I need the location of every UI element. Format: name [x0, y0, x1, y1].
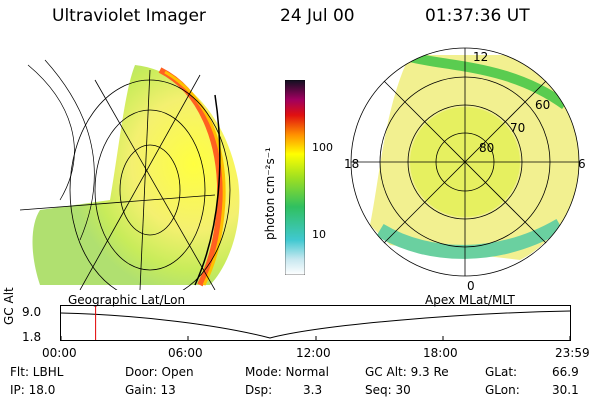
timeline-frame	[60, 305, 571, 341]
glon-value: 30.1	[552, 383, 579, 397]
x-tick-2359: 23:59	[555, 346, 590, 360]
glat-value: 66.9	[552, 365, 579, 379]
mode-info: Mode: Normal	[245, 365, 329, 379]
altitude-curve	[60, 310, 571, 339]
polar-plot: 12 18 6 0 60 70 80	[344, 47, 586, 290]
ip-info: IP: 18.0	[10, 383, 56, 397]
x-tick-1200: 12:00	[296, 346, 331, 360]
mlt-label-6: 6	[578, 157, 586, 171]
geographic-caption: Geographic Lat/Lon	[68, 293, 186, 307]
glon-info: GLon:	[485, 383, 520, 397]
dsp-info: Dsp:	[245, 383, 273, 397]
mlt-label-0: 0	[467, 279, 475, 290]
geographic-image	[19, 59, 240, 290]
timeline-ticks	[60, 336, 571, 340]
dayglow-limb	[158, 67, 224, 287]
alt-y-top: 9.0	[22, 305, 42, 319]
x-tick-1800: 18:00	[423, 346, 458, 360]
mlat-label-80: 80	[479, 141, 494, 155]
seq-info: Seq: 30	[365, 383, 411, 397]
door-info: Door: Open	[125, 365, 194, 379]
polar-grid	[350, 47, 580, 277]
colorbar-label: photon cm⁻²s⁻¹	[263, 147, 277, 240]
x-tick-0000: 00:00	[42, 346, 77, 360]
date-label: 24 Jul 00	[280, 6, 355, 26]
colorbar-tick-10: 10	[312, 228, 326, 241]
filter-info: Flt: LBHL	[10, 365, 64, 379]
gain-info: Gain: 13	[125, 383, 176, 397]
colorbar	[285, 80, 305, 275]
altitude-timeline	[60, 305, 571, 341]
dsp-value: 3.3	[303, 383, 323, 397]
time-label: 01:37:36 UT	[425, 6, 530, 26]
x-tick-0600: 06:00	[168, 346, 203, 360]
mlat-label-70: 70	[510, 121, 525, 135]
oval-edge-bottom	[376, 218, 564, 259]
colorbar-tick-100: 100	[312, 141, 333, 154]
gc-alt-info: GC Alt: 9.3 Re	[365, 365, 449, 379]
mlt-label-18: 18	[344, 157, 359, 171]
aurora-disk	[32, 65, 240, 285]
glat-info: GLat:	[485, 365, 518, 379]
alt-y-label: GC Alt	[2, 287, 16, 325]
lat-lon-grid	[19, 69, 231, 290]
mlat-label-60: 60	[535, 98, 550, 112]
alt-y-bottom: 1.8	[22, 330, 42, 344]
apex-caption: Apex MLat/MLT	[425, 293, 515, 307]
app-title: Ultraviolet Imager	[52, 6, 206, 26]
dayglow-rim	[164, 70, 226, 286]
oval-edge-top	[408, 52, 568, 110]
mlt-label-12: 12	[473, 50, 488, 64]
coastline-lines	[27, 59, 95, 241]
